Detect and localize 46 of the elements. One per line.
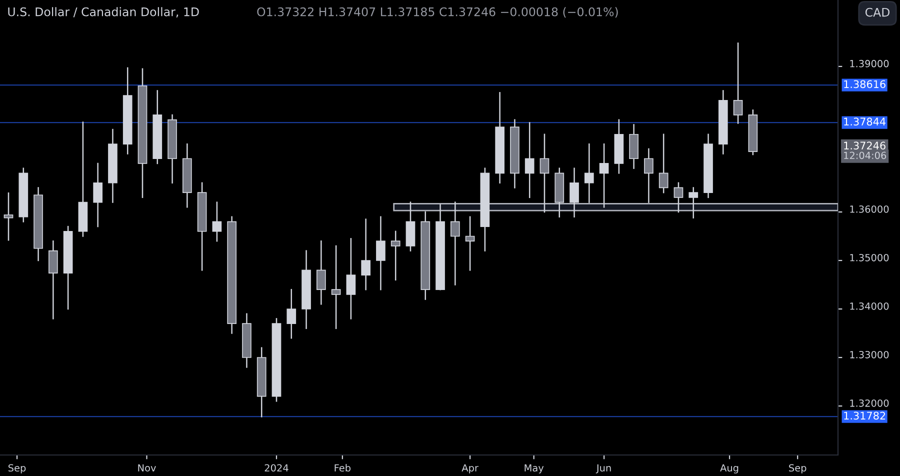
candlestick	[688, 187, 698, 218]
candlestick	[331, 245, 341, 330]
candlestick	[540, 134, 550, 213]
x-tick-label: Aug	[720, 464, 738, 474]
candlestick	[93, 162, 103, 228]
ref-line-label: 1.38616	[844, 80, 886, 88]
candlestick	[450, 202, 460, 286]
text: U.S. Dollar / Canadian Dollar, 1D	[8, 7, 199, 18]
x-tick-label: May	[524, 464, 544, 474]
ref-line-label: 1.37844	[844, 118, 886, 126]
x-tick-label: 2024	[264, 464, 288, 472]
candlestick	[674, 182, 684, 213]
candlestick	[48, 240, 58, 320]
candlestick	[644, 148, 654, 203]
candlestick	[733, 42, 743, 124]
text: 12:04:06	[844, 152, 886, 160]
ref-line-label: 1.31782	[844, 412, 886, 420]
candlestick	[361, 218, 370, 290]
annotation: O1.37322 H1.37407 L1.37185 C1.37246 −0.00018 (−0.01%)	[257, 7, 618, 18]
x-tick-label: Jun	[596, 464, 611, 474]
y-tick-label: 1.32000	[850, 399, 889, 407]
candlestick	[286, 288, 296, 339]
candlestick	[524, 122, 534, 198]
candlestick	[390, 230, 400, 281]
candlestick	[599, 143, 609, 208]
candlestick	[570, 168, 579, 218]
x-tick-label: Sep	[789, 464, 806, 474]
y-tick-label: 1.33000	[850, 350, 889, 358]
x-tick-label: Feb	[334, 464, 351, 472]
y-tick-label: 1.39000	[850, 60, 889, 68]
text: CAD	[865, 8, 890, 17]
candlestick	[465, 216, 475, 271]
candlestick	[584, 143, 594, 203]
y-tick-label: 1.35000	[850, 254, 889, 262]
candlestick	[658, 134, 668, 194]
y-tick-label: 1.36000	[850, 205, 889, 213]
candlestick	[346, 238, 356, 320]
candlestick	[4, 192, 14, 241]
x-tick-label: Apr	[462, 464, 478, 474]
x-tick-label: Sep	[8, 464, 26, 474]
y-tick-label: 1.34000	[850, 302, 889, 310]
candlestick	[376, 216, 386, 290]
x-tick-label: Nov	[138, 464, 156, 472]
candlestick	[212, 202, 222, 242]
text: 1.37246	[844, 142, 886, 150]
candlestick	[316, 240, 326, 305]
